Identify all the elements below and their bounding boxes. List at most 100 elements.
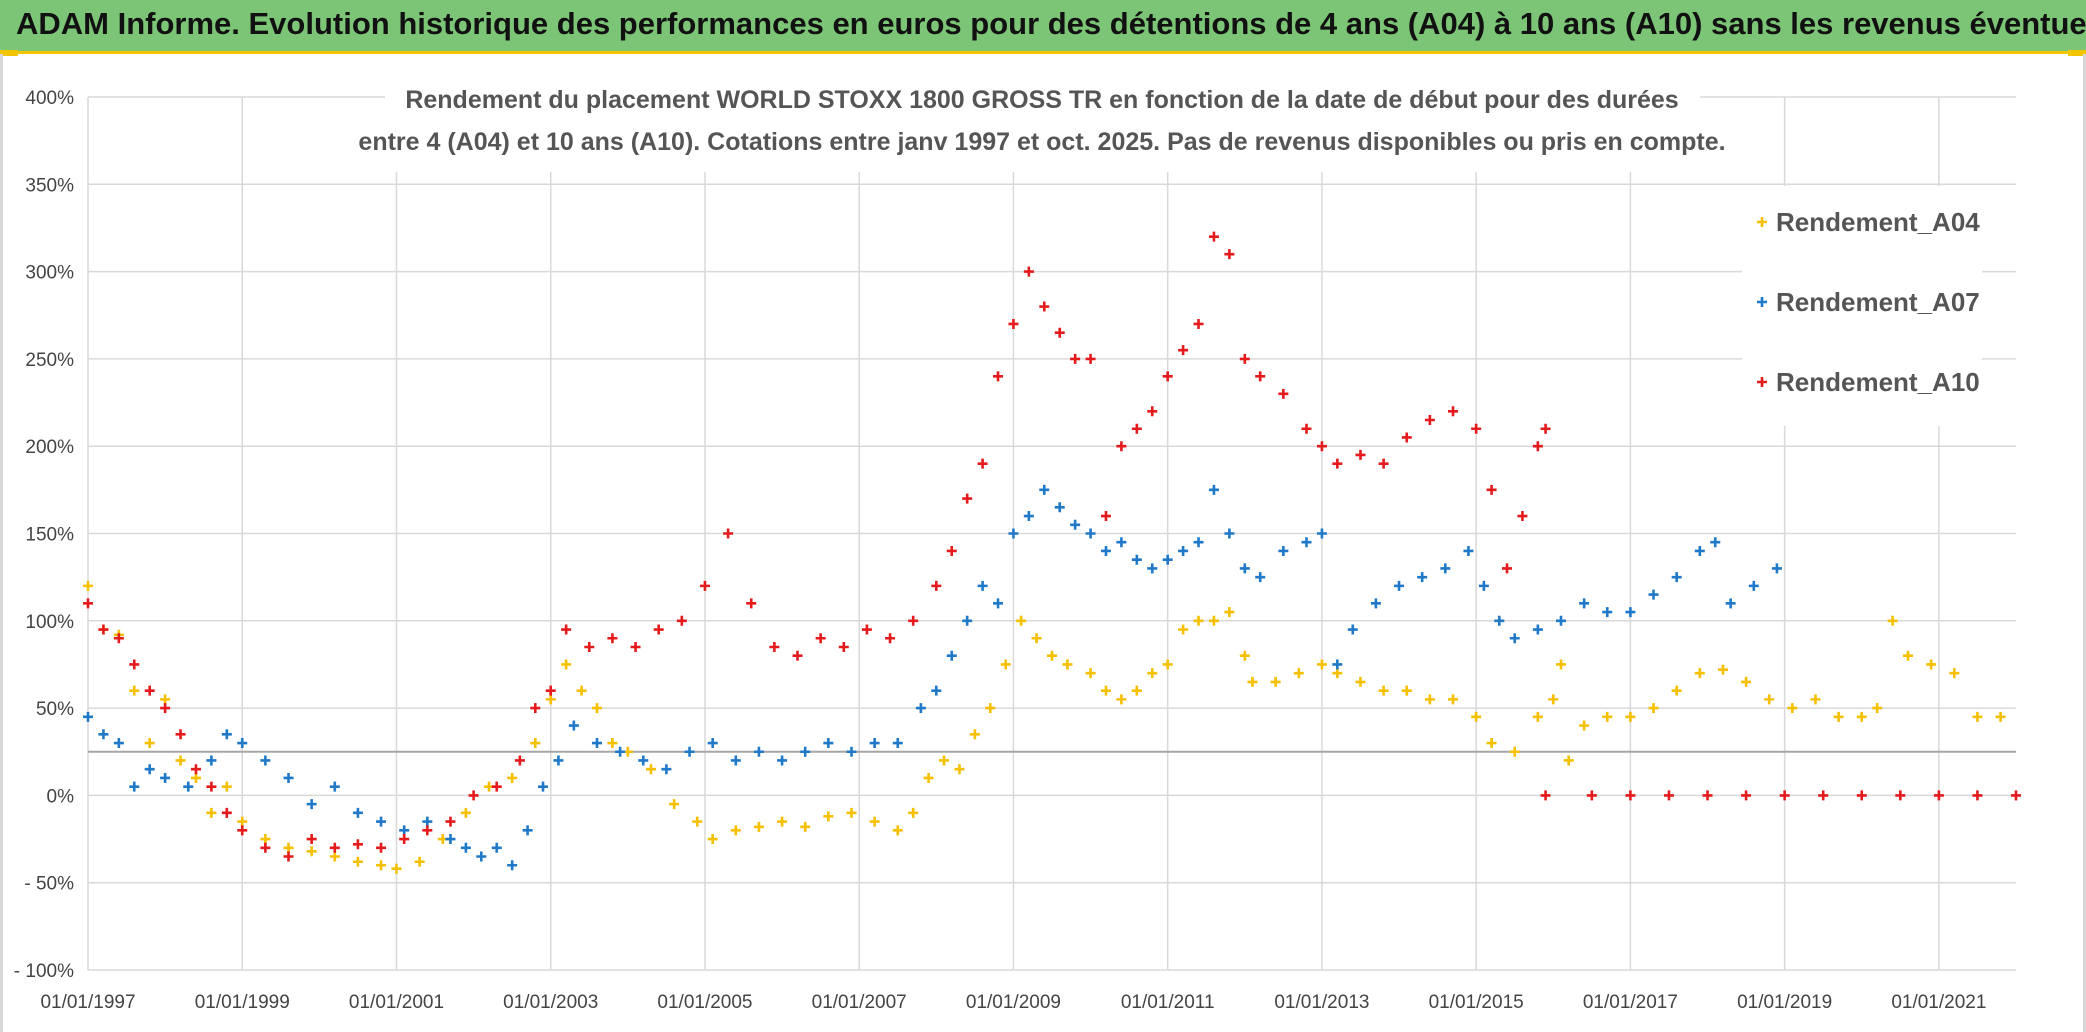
data-point — [1602, 607, 1613, 618]
data-point — [1872, 703, 1883, 714]
data-point — [1370, 598, 1381, 609]
data-point — [1694, 668, 1705, 679]
data-point — [1486, 738, 1497, 749]
x-tick-label: 01/01/2007 — [812, 992, 907, 1013]
data-point — [1671, 572, 1682, 583]
data-point — [723, 528, 734, 539]
data-point — [1648, 589, 1659, 600]
data-point — [1540, 423, 1551, 434]
data-point — [1085, 668, 1096, 679]
data-point — [491, 781, 502, 792]
y-tick-label: 250% — [25, 350, 74, 371]
x-tick-label: 01/01/1999 — [195, 992, 290, 1013]
data-point — [1293, 668, 1304, 679]
data-point — [1100, 545, 1111, 556]
data-point — [661, 764, 672, 775]
data-point — [1062, 659, 1073, 670]
data-point — [645, 764, 656, 775]
data-point — [576, 685, 587, 696]
corner-accent-right — [2068, 50, 2086, 56]
data-point — [1448, 406, 1459, 417]
data-point — [476, 851, 487, 862]
y-tick-label: 350% — [25, 175, 74, 196]
data-point — [908, 615, 919, 626]
data-point — [885, 633, 896, 644]
data-point — [1448, 694, 1459, 705]
data-point — [1532, 441, 1543, 452]
x-tick-label: 01/01/2009 — [966, 992, 1061, 1013]
data-point — [730, 755, 741, 766]
data-point — [306, 846, 317, 857]
data-point — [607, 633, 618, 644]
data-point — [175, 729, 186, 740]
data-point — [1023, 511, 1034, 522]
data-point — [1054, 327, 1065, 338]
data-point — [399, 834, 410, 845]
data-point — [1555, 615, 1566, 626]
data-point — [160, 694, 171, 705]
y-tick-label: 300% — [25, 263, 74, 284]
data-point — [823, 738, 834, 749]
data-point — [1471, 711, 1482, 722]
data-point — [946, 545, 957, 556]
data-point — [977, 580, 988, 591]
data-point — [306, 799, 317, 810]
data-point — [823, 811, 834, 822]
data-point — [1895, 790, 1906, 801]
data-point — [1270, 676, 1281, 687]
chart-marks — [83, 231, 2021, 874]
data-point — [1332, 458, 1343, 469]
data-point — [1239, 353, 1250, 364]
data-point — [83, 598, 93, 609]
chart-axes: 400% 350% 300% 250% 200% 150% 100% 50% 0% - 50% - … — [14, 88, 1987, 1013]
data-point — [1602, 711, 1613, 722]
data-point — [1301, 537, 1312, 548]
data-point — [1764, 694, 1775, 705]
data-point — [183, 781, 194, 792]
data-point — [1502, 563, 1513, 574]
data-point — [1162, 371, 1173, 382]
data-point — [553, 755, 564, 766]
data-point — [1131, 423, 1142, 434]
data-point — [1016, 615, 1027, 626]
data-point — [1178, 545, 1189, 556]
data-point — [1278, 388, 1289, 399]
data-point — [1463, 545, 1474, 556]
data-point — [777, 755, 788, 766]
data-point — [1771, 563, 1782, 574]
data-point — [1818, 790, 1829, 801]
data-point — [1486, 484, 1497, 495]
data-point — [1540, 790, 1551, 801]
data-point — [376, 860, 387, 871]
data-point — [1047, 650, 1057, 661]
legend-marker — [1757, 217, 1767, 227]
data-point — [707, 738, 718, 749]
series-rendement-a07 — [83, 484, 1782, 871]
data-point — [1903, 650, 1914, 661]
data-point — [83, 711, 93, 722]
y-tick-label: 50% — [36, 699, 74, 720]
data-point — [1532, 624, 1543, 635]
data-point — [376, 816, 387, 827]
data-point — [2011, 790, 2021, 801]
data-point — [1625, 790, 1636, 801]
data-point — [391, 863, 402, 874]
data-point — [1625, 711, 1636, 722]
data-point — [692, 816, 703, 827]
data-point — [962, 493, 973, 504]
data-point — [1131, 685, 1142, 696]
data-point — [1347, 624, 1358, 635]
data-point — [923, 772, 934, 783]
data-point — [846, 807, 857, 818]
data-point — [1887, 615, 1898, 626]
data-point — [144, 685, 155, 696]
data-point — [1579, 720, 1590, 731]
data-point — [129, 659, 140, 670]
x-tick-label: 01/01/2003 — [503, 992, 598, 1013]
data-point — [1725, 598, 1736, 609]
data-point — [746, 598, 757, 609]
data-point — [1579, 598, 1590, 609]
data-point — [545, 685, 556, 696]
data-point — [1995, 711, 2006, 722]
data-point — [538, 781, 549, 792]
